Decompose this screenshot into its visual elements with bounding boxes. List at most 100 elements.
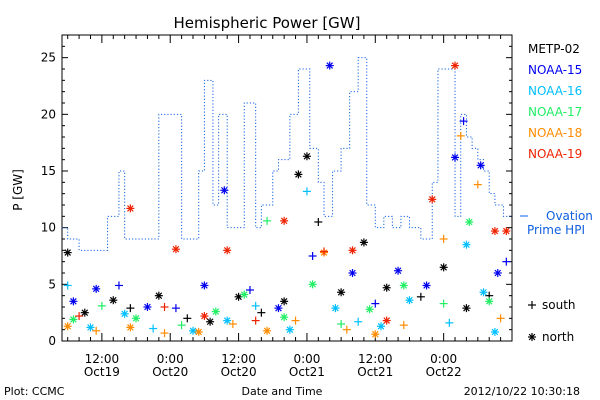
point-noaa-18 bbox=[63, 322, 72, 331]
point-noaa-18 bbox=[126, 323, 135, 332]
chart-title: Hemispheric Power [GW] bbox=[174, 14, 361, 32]
point-noaa-19 bbox=[348, 246, 357, 255]
point-noaa-19 bbox=[171, 245, 180, 254]
point-metp-02 bbox=[126, 304, 135, 313]
y-tick-label: 20 bbox=[41, 107, 56, 121]
point-noaa-16 bbox=[251, 301, 260, 310]
x-tick-time-label: 0:00 bbox=[430, 352, 457, 366]
x-tick-time-label: 0:00 bbox=[157, 352, 184, 366]
point-noaa-15 bbox=[371, 299, 380, 308]
point-noaa-16 bbox=[302, 187, 311, 196]
point-noaa-19 bbox=[223, 246, 232, 255]
point-noaa-18 bbox=[496, 314, 505, 323]
marker-legend: south north bbox=[528, 298, 576, 344]
x-tick-date-label: Oct22 bbox=[426, 365, 462, 379]
legend: METP-02 NOAA-15 NOAA-16 NOAA-17 NOAA-18 NOAA-… bbox=[528, 42, 582, 161]
x-tick-time-label: 12:00 bbox=[221, 352, 256, 366]
plot-frame bbox=[61, 34, 513, 342]
x-tick-date-label: Oct20 bbox=[221, 365, 257, 379]
point-noaa-15 bbox=[451, 153, 460, 162]
plot-timestamp: 2012/10/22 10:30:18 bbox=[464, 385, 580, 398]
marker-legend-symbol bbox=[528, 301, 536, 309]
legend-entry: NOAA-19 bbox=[528, 147, 582, 161]
point-metp-02 bbox=[314, 218, 323, 226]
point-noaa-18 bbox=[160, 329, 169, 338]
point-noaa-15 bbox=[92, 284, 101, 293]
point-noaa-16 bbox=[149, 324, 158, 333]
point-noaa-17 bbox=[439, 299, 448, 308]
point-noaa-16 bbox=[189, 326, 198, 335]
point-noaa-15 bbox=[502, 257, 511, 266]
point-noaa-15 bbox=[171, 304, 180, 313]
ovation-legend-label-2: Prime HPI bbox=[527, 223, 585, 237]
point-noaa-18 bbox=[92, 326, 101, 335]
point-noaa-15 bbox=[69, 297, 78, 306]
point-noaa-16 bbox=[223, 316, 232, 325]
y-axis: 0 5 10 15 20 25 bbox=[41, 34, 512, 348]
point-noaa-19 bbox=[126, 204, 135, 213]
point-noaa-19 bbox=[251, 316, 260, 325]
point-metp-02 bbox=[80, 308, 89, 317]
y-tick-label: 5 bbox=[48, 277, 56, 291]
point-noaa-17 bbox=[132, 314, 141, 323]
x-tick-time-label: 12:00 bbox=[358, 352, 393, 366]
point-noaa-19 bbox=[428, 195, 437, 204]
point-noaa-18 bbox=[228, 320, 237, 328]
point-noaa-17 bbox=[97, 301, 106, 310]
point-noaa-15 bbox=[394, 266, 403, 275]
point-metp-02 bbox=[206, 317, 215, 326]
point-metp-02 bbox=[302, 152, 311, 161]
point-metp-02 bbox=[109, 296, 118, 305]
x-axis: 12:00Oct190:00Oct2012:00Oct200:00Oct2112… bbox=[67, 35, 502, 379]
point-noaa-15 bbox=[422, 281, 431, 290]
x-tick-time-label: 12:00 bbox=[85, 352, 120, 366]
ovation-legend: Ovation Prime HPI bbox=[520, 209, 593, 237]
x-tick-date-label: Oct21 bbox=[289, 365, 325, 379]
marker-legend-symbol bbox=[528, 333, 536, 341]
point-noaa-15 bbox=[459, 117, 468, 126]
point-noaa-17 bbox=[263, 216, 272, 225]
marker-legend-label: south bbox=[542, 298, 576, 312]
legend-entry: NOAA-15 bbox=[528, 63, 582, 77]
marker-legend-label: north bbox=[542, 330, 574, 344]
point-noaa-17 bbox=[365, 305, 374, 314]
point-noaa-19 bbox=[382, 316, 391, 325]
point-noaa-15 bbox=[476, 161, 485, 170]
point-noaa-17 bbox=[337, 320, 346, 328]
point-noaa-18 bbox=[263, 326, 272, 335]
point-metp-02 bbox=[63, 248, 72, 257]
point-noaa-16 bbox=[331, 304, 340, 313]
y-axis-label: P [GW] bbox=[11, 169, 25, 211]
point-noaa-15 bbox=[220, 186, 229, 195]
point-noaa-16 bbox=[354, 317, 363, 326]
x-tick-time-label: 0:00 bbox=[293, 352, 320, 366]
point-noaa-16 bbox=[376, 322, 385, 331]
point-noaa-16 bbox=[86, 323, 95, 332]
point-metp-02 bbox=[439, 263, 448, 272]
point-metp-02 bbox=[337, 288, 346, 297]
point-noaa-18 bbox=[439, 235, 448, 243]
point-metp-02 bbox=[359, 238, 368, 247]
point-noaa-15 bbox=[308, 252, 317, 260]
point-metp-02 bbox=[183, 314, 192, 323]
point-noaa-19 bbox=[320, 247, 329, 256]
point-noaa-15 bbox=[143, 303, 152, 311]
point-noaa-15 bbox=[274, 304, 283, 313]
point-noaa-15 bbox=[245, 286, 254, 294]
point-metp-02 bbox=[257, 308, 266, 317]
point-noaa-15 bbox=[493, 269, 502, 277]
point-noaa-18 bbox=[399, 321, 408, 330]
x-tick-date-label: Oct21 bbox=[357, 365, 393, 379]
point-noaa-19 bbox=[490, 227, 499, 236]
point-metp-02 bbox=[154, 291, 163, 300]
point-noaa-18 bbox=[342, 325, 351, 334]
point-noaa-18 bbox=[456, 131, 465, 140]
point-metp-02 bbox=[294, 170, 303, 179]
point-metp-02 bbox=[462, 304, 471, 313]
x-axis-label: Date and Time bbox=[242, 385, 323, 398]
point-noaa-17 bbox=[465, 218, 474, 226]
point-noaa-17 bbox=[308, 280, 317, 289]
point-noaa-16 bbox=[490, 327, 499, 336]
point-noaa-17 bbox=[399, 281, 408, 290]
